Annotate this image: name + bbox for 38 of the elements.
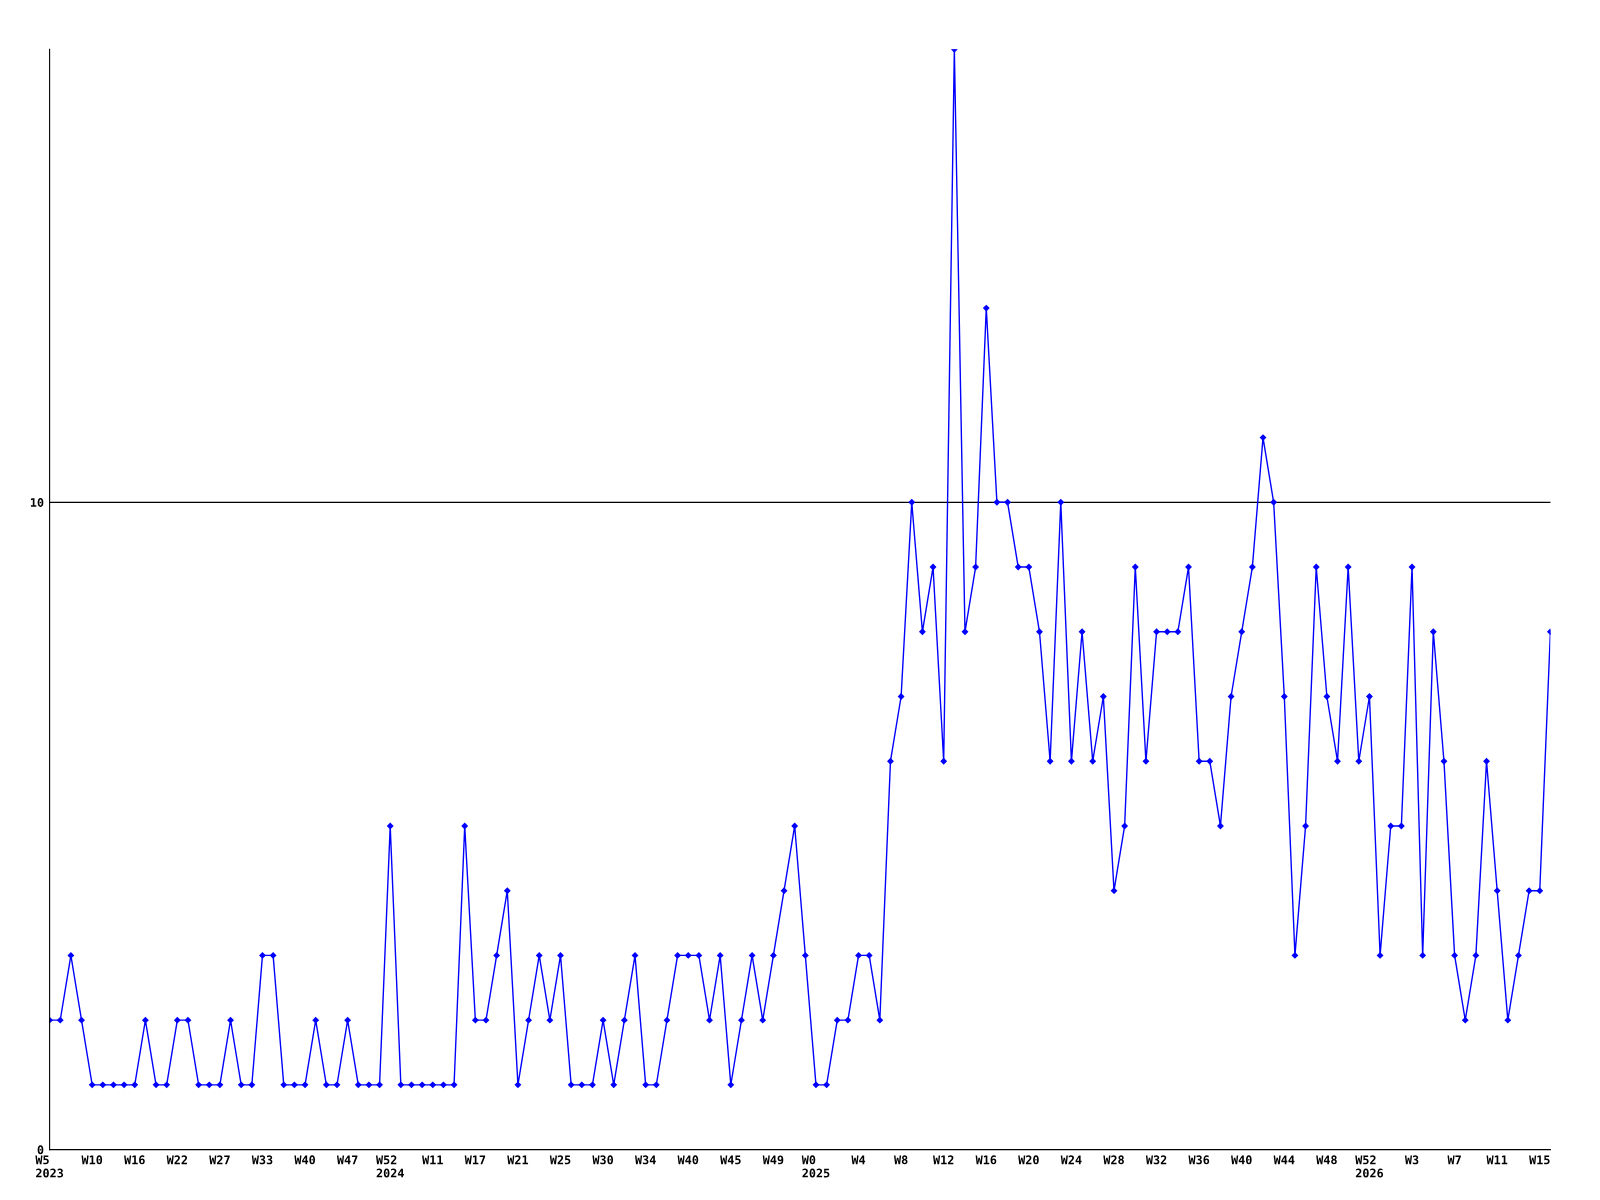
x-tick-label: W3 — [1404, 1155, 1419, 1165]
x-tick-label: W11 — [1486, 1155, 1508, 1165]
x-tick-label: W10 — [81, 1155, 103, 1165]
x-tick-label: W8 — [894, 1155, 908, 1165]
x-tick-label: W24 — [1060, 1155, 1082, 1165]
x-tick-label: W44 — [1273, 1155, 1295, 1165]
x-tick-label: W16 — [975, 1155, 997, 1165]
x-tick-label: W17 — [464, 1155, 486, 1165]
x-tick-label: W28 — [1103, 1155, 1124, 1165]
x-tick-label: W40 — [1231, 1155, 1252, 1165]
x-tick-label: W4 — [851, 1155, 866, 1165]
x-tick-label: W7 — [1447, 1155, 1461, 1165]
x-tick-label: W49 — [762, 1155, 784, 1165]
x-tick-label: W52 2024 — [375, 1155, 404, 1178]
x-tick-label: W30 — [592, 1155, 614, 1165]
x-tick-label: W21 — [507, 1155, 529, 1165]
x-tick-label: W33 — [251, 1155, 273, 1165]
x-tick-label: W15 — [1529, 1155, 1550, 1165]
x-tick-label: W45 — [720, 1155, 741, 1165]
x-tick-label: W34 — [635, 1155, 656, 1165]
x-tick-label: W36 — [1188, 1155, 1210, 1165]
y-tick-label: 10 — [30, 498, 44, 507]
x-tick-label: W22 — [166, 1155, 188, 1165]
x-tick-label: W27 — [209, 1155, 230, 1165]
x-tick-label: W11 — [422, 1155, 443, 1165]
x-tick-label: W47 — [336, 1155, 358, 1165]
x-tick-label: W25 — [549, 1155, 571, 1165]
x-tick-label: W52 2026 — [1355, 1155, 1384, 1178]
y-tick-label: 0 — [37, 1145, 44, 1155]
x-tick-label: W0 2025 — [801, 1155, 830, 1178]
x-tick-label: W32 — [1145, 1155, 1167, 1165]
x-tick-label: W48 — [1316, 1155, 1337, 1165]
x-tick-label: W12 — [933, 1155, 954, 1165]
x-tick-label: W40 — [294, 1155, 316, 1165]
x-tick-label: W20 — [1018, 1155, 1039, 1165]
x-tick-label: W16 — [124, 1155, 145, 1165]
x-tick-label: W40 — [677, 1155, 699, 1165]
x-tick-label: W5 2023 — [35, 1155, 64, 1178]
